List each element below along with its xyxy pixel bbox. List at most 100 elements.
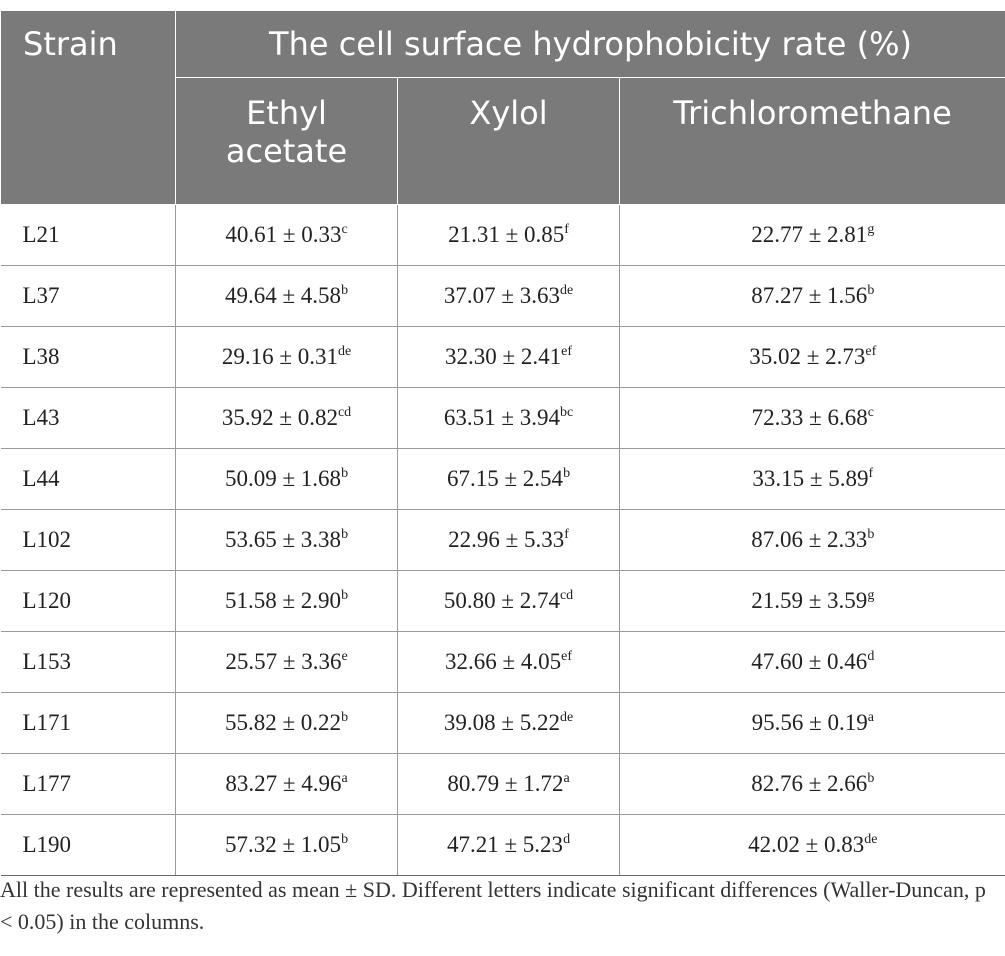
significance-letter: e (341, 649, 348, 664)
mean-sd-value: 50.80 ± 2.74 (443, 588, 560, 613)
table-row: L43 35.92 ± 0.82cd 63.51 ± 3.94bc 72.33 ± 6… (0, 387, 1005, 449)
significance-letter: b (867, 527, 875, 542)
strain-cell: L38 (0, 326, 176, 388)
value-cell: 42.02 ± 0.83de (618, 814, 1005, 876)
value-cell: 80.79 ± 1.72a (397, 753, 620, 815)
significance-letter: f (868, 466, 874, 481)
table-row: L171 55.82 ± 0.22b 39.08 ± 5.22de 95.56 ± 0… (0, 692, 1005, 754)
value-cell: 72.33 ± 6.68c (618, 387, 1005, 449)
table-row: L153 25.57 ± 3.36e 32.66 ± 4.05ef 47.60 ± 0… (0, 631, 1005, 693)
xylol-column-header: Xylol (397, 77, 620, 205)
table-row: L44 50.09 ± 1.68b 67.15 ± 2.54b 33.15 ± 5.8… (0, 448, 1005, 510)
significance-letter: c (341, 222, 348, 237)
significance-letter: a (867, 710, 874, 725)
value-cell: 82.76 ± 2.66b (618, 753, 1005, 815)
hydrophobicity-group-header: The cell surface hydrophobicity rate (%) (174, 10, 1005, 78)
trichloromethane-column-header: Trichloromethane (618, 77, 1005, 205)
significance-letter: b (341, 710, 349, 725)
significance-letter: b (341, 466, 349, 481)
strain-column-header: Strain (0, 10, 176, 205)
mean-sd-value: 25.57 ± 3.36 (225, 649, 342, 674)
xylol-header-label: Xylol (469, 94, 548, 132)
value-cell: 47.21 ± 5.23d (397, 814, 620, 876)
mean-sd-value: 50.09 ± 1.68 (224, 466, 342, 491)
ethyl-acetate-column-header: Ethyl acetate (175, 77, 398, 205)
strain-cell: L153 (0, 631, 176, 693)
mean-sd-value: 87.06 ± 2.33 (751, 527, 868, 552)
table-row: L21 40.61 ± 0.33c 21.31 ± 0.85f 22.77 ± 2.8… (0, 204, 1005, 266)
value-cell: 87.27 ± 1.56b (618, 265, 1005, 327)
table-header: Strain The cell surface hydrophobicity r… (0, 10, 1005, 205)
value-cell: 21.31 ± 0.85f (397, 204, 620, 266)
table-footnote: All the results are represented as mean … (0, 877, 986, 934)
significance-letter: f (564, 527, 569, 542)
mean-sd-value: 95.56 ± 0.19 (751, 710, 868, 735)
mean-sd-value: 87.27 ± 1.56 (751, 283, 868, 308)
strain-cell: L44 (0, 448, 176, 510)
value-cell: 37.07 ± 3.63de (397, 265, 620, 327)
significance-letter: b (867, 283, 875, 298)
value-cell: 63.51 ± 3.94bc (397, 387, 620, 449)
mean-sd-value: 82.76 ± 2.66 (751, 771, 868, 796)
value-cell: 35.02 ± 2.73ef (618, 326, 1005, 388)
value-cell: 57.32 ± 1.05b (175, 814, 398, 876)
significance-letter: ef (561, 344, 572, 359)
significance-letter: b (341, 283, 349, 298)
mean-sd-value: 39.08 ± 5.22 (443, 710, 560, 735)
mean-sd-value: 47.60 ± 0.46 (751, 649, 868, 674)
value-cell: 67.15 ± 2.54b (397, 448, 620, 510)
mean-sd-value: 72.33 ± 6.68 (751, 405, 868, 430)
mean-sd-value: 63.51 ± 3.94 (443, 405, 560, 430)
value-cell: 51.58 ± 2.90b (175, 570, 398, 632)
table-row: L38 29.16 ± 0.31de 32.30 ± 2.41ef 35.02 ± 2… (0, 326, 1005, 388)
significance-letter: b (341, 588, 349, 603)
significance-letter: b (867, 771, 875, 786)
mean-sd-value: 83.27 ± 4.96 (225, 771, 342, 796)
hydrophobicity-table-container: Strain The cell surface hydrophobicity r… (0, 10, 1005, 876)
value-cell: 33.15 ± 5.89f (618, 448, 1005, 510)
table-row: L177 83.27 ± 4.96a 80.79 ± 1.72a 82.76 ± 2.… (0, 753, 1005, 815)
significance-letter: a (341, 771, 348, 786)
mean-sd-value: 57.32 ± 1.05 (224, 832, 342, 857)
significance-letter: cd (337, 405, 352, 420)
significance-letter: bc (559, 405, 574, 420)
table-row: L102 53.65 ± 3.38 b 22.96 ± 5.33f 87.06 ± 2.… (0, 509, 1005, 571)
mean-sd-value: 29.16 ± 0.31 (221, 344, 338, 369)
significance-letter: cd (559, 588, 574, 603)
mean-sd-value: 55.82 ± 0.22 (224, 710, 342, 735)
mean-sd-value: 37.07 ± 3.63 (443, 283, 560, 308)
mean-sd-value: 80.79 ± 1.72 (447, 771, 564, 796)
strain-cell: L37 (0, 265, 176, 327)
significance-letter: d (867, 649, 875, 664)
significance-letter: f (564, 222, 569, 237)
significance-letter: de (864, 832, 878, 847)
table-row: L120 51.58 ± 2.90b 50.80 ± 2.74cd 21.59 ± 3… (0, 570, 1005, 632)
value-cell: 55.82 ± 0.22b (175, 692, 398, 754)
strain-cell: L43 (0, 387, 176, 449)
mean-sd-value: 21.31 ± 0.85 (448, 222, 565, 247)
strain-cell: L102 (0, 509, 176, 571)
value-cell: 39.08 ± 5.22de (397, 692, 620, 754)
value-cell: 95.56 ± 0.19a (618, 692, 1005, 754)
value-cell: 47.60 ± 0.46d (618, 631, 1005, 693)
mean-sd-value: 35.02 ± 2.73 (749, 344, 866, 369)
ethyl-acetate-header-label: Ethyl acetate (225, 94, 348, 170)
mean-sd-value: 21.59 ± 3.59 (751, 588, 868, 613)
trichloromethane-header-label: Trichloromethane (673, 94, 952, 132)
significance-letter: ef (865, 344, 877, 359)
hydrophobicity-table: Strain The cell surface hydrophobicity r… (0, 10, 1005, 876)
value-cell: 29.16 ± 0.31de (175, 326, 398, 388)
mean-sd-value: 53.65 ± 3.38 (224, 527, 342, 552)
significance-letter: b (563, 466, 571, 481)
table-row: L37 49.64 ± 4.58b 37.07 ± 3.63de 87.27 ± 1.… (0, 265, 1005, 327)
mean-sd-value: 22.96 ± 5.33 (448, 527, 565, 552)
mean-sd-value: 32.30 ± 2.41 (444, 344, 562, 369)
value-cell: 50.80 ± 2.74cd (397, 570, 620, 632)
significance-letter: ef (561, 649, 572, 664)
value-cell: 87.06 ± 2.33b (618, 509, 1005, 571)
value-cell: 21.59 ± 3.59g (618, 570, 1005, 632)
value-cell: 50.09 ± 1.68b (175, 448, 398, 510)
value-cell: 32.66 ± 4.05ef (397, 631, 620, 693)
mean-sd-value: 40.61 ± 0.33 (225, 222, 342, 247)
value-cell: 49.64 ± 4.58b (175, 265, 398, 327)
